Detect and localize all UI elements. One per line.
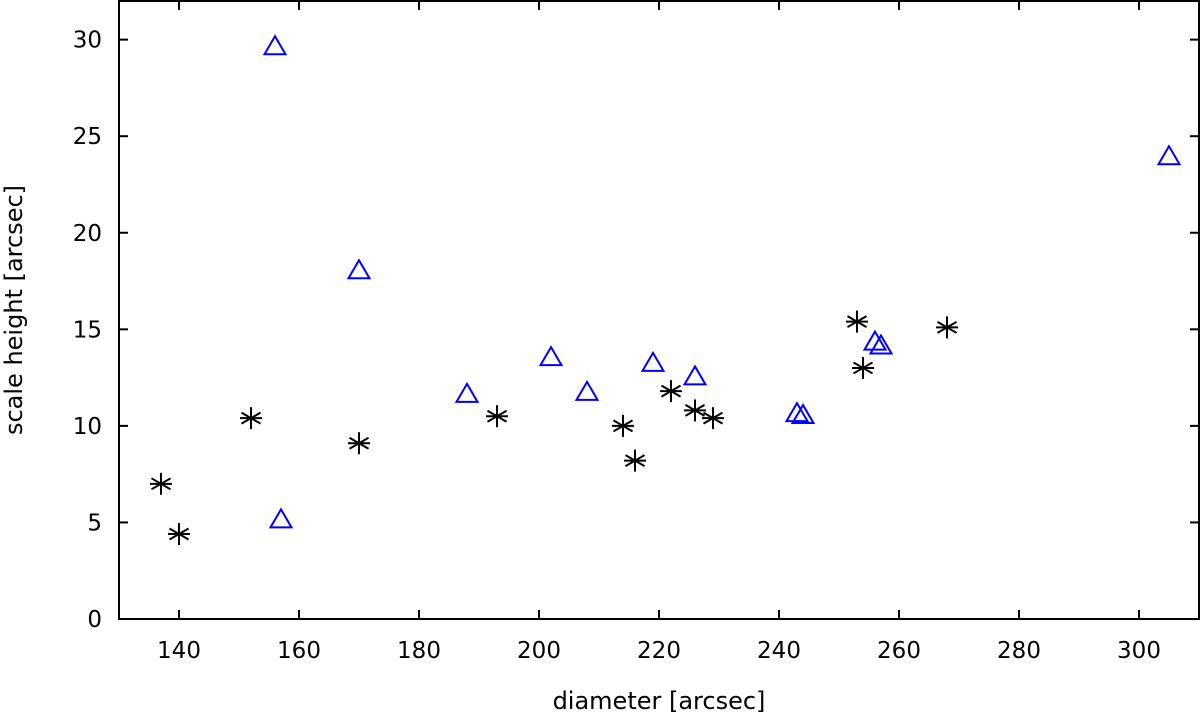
axis-ticks — [119, 1, 1199, 620]
y-tick-label: 25 — [73, 124, 102, 150]
triangle-point — [868, 333, 894, 355]
y-tick-label: 15 — [73, 317, 102, 343]
asterisk-point — [240, 407, 262, 430]
x-tick-label: 220 — [637, 638, 681, 664]
asterisk-point — [852, 356, 874, 379]
y-tick-label: 20 — [73, 221, 102, 247]
asterisk-point — [168, 523, 190, 546]
tick-labels: 140 160 180 200 220 240 260 280 300 0 5 10 15 20 25 30 — [73, 28, 1161, 664]
asterisk-point — [612, 414, 634, 437]
asterisk-point — [624, 449, 646, 472]
triangle-point — [784, 401, 810, 423]
x-tick-label: 140 — [157, 638, 201, 664]
triangle-point — [682, 364, 708, 386]
asterisk-point — [684, 399, 706, 422]
x-tick-label: 240 — [757, 638, 801, 664]
triangle-point — [454, 381, 480, 403]
asterisk-point — [660, 380, 682, 403]
x-tick-label: 200 — [517, 638, 561, 664]
y-tick-label: 10 — [73, 414, 102, 440]
x-tick-label: 260 — [877, 638, 921, 664]
x-axis-title: diameter [arcsec] — [553, 687, 766, 714]
triangle-point — [538, 345, 564, 367]
x-tick-label: 160 — [277, 638, 321, 664]
triangle-point — [1156, 144, 1182, 166]
asterisk-point — [936, 316, 958, 339]
triangle-point — [262, 34, 288, 56]
triangle-point — [268, 507, 294, 529]
asterisk-point — [150, 472, 172, 495]
asterisk-point — [702, 407, 724, 430]
triangle-point — [346, 258, 372, 280]
x-tick-label: 180 — [397, 638, 441, 664]
x-tick-label: 280 — [997, 638, 1041, 664]
triangle-point — [862, 329, 888, 351]
y-tick-label: 5 — [87, 510, 102, 536]
asterisk-point — [486, 405, 508, 428]
plot-frame — [118, 0, 1200, 620]
triangle-point — [640, 350, 666, 372]
y-tick-label: 30 — [73, 28, 102, 54]
triangle-point — [790, 403, 816, 425]
data-points — [150, 34, 1182, 546]
asterisk-point — [348, 432, 370, 455]
y-axis-title: scale height [arcsec] — [0, 185, 28, 435]
y-tick-label: 0 — [87, 607, 102, 633]
x-tick-label: 300 — [1117, 638, 1161, 664]
asterisk-point — [846, 310, 868, 333]
triangle-point — [574, 379, 600, 401]
